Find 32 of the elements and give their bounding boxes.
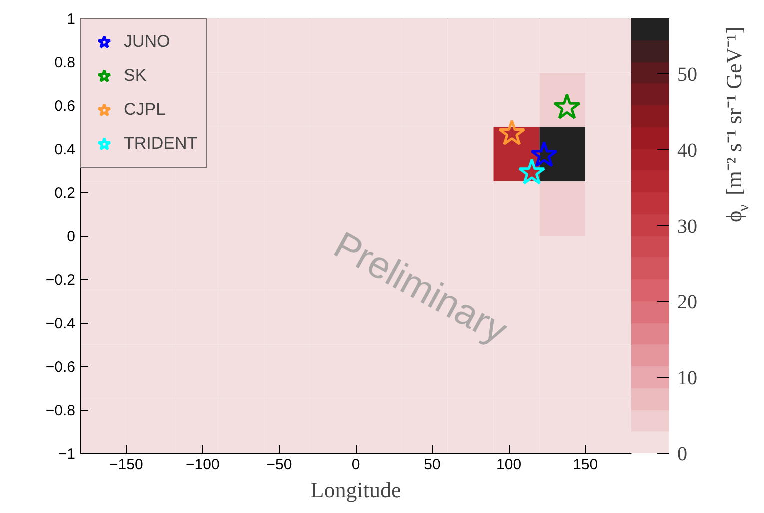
- y-tick-label: 0.2: [54, 185, 76, 202]
- legend-label: SK: [124, 65, 147, 87]
- y-tick-label: −0.6: [46, 359, 76, 376]
- color-bar-label: 50: [678, 64, 698, 86]
- x-tick-label: −50: [266, 456, 292, 474]
- color-bar-label: 20: [678, 292, 698, 314]
- x-tick-label: 50: [424, 456, 441, 474]
- color-bar-title: ϕν [m⁻² s⁻¹ sr⁻¹ GeV⁻¹]: [722, 26, 752, 222]
- legend-label: JUNO: [124, 31, 170, 53]
- legend-label: CJPL: [124, 99, 166, 121]
- x-tick-label: −150: [110, 456, 144, 474]
- color-bar-label: 10: [678, 368, 698, 390]
- x-tick-label: 0: [352, 456, 360, 474]
- y-tick-label: −0.2: [46, 272, 76, 289]
- x-tick-label: 100: [496, 456, 522, 474]
- x-tick-label: −100: [186, 456, 220, 474]
- y-tick-label: −0.8: [46, 402, 76, 420]
- y-tick-label: −0.4: [46, 316, 76, 332]
- point: [498, 120, 526, 146]
- color-bar-label: 30: [678, 216, 698, 238]
- y-tick-label: 1: [67, 11, 76, 28]
- y-tick-label: 0.8: [54, 54, 76, 72]
- y-tick-label: 0: [67, 228, 76, 246]
- point: [518, 158, 546, 185]
- legend-label: TRIDENT: [124, 133, 198, 155]
- x-tick-label: 150: [573, 456, 598, 474]
- y-tick-label: 0.6: [54, 98, 76, 115]
- y-tick-label: −1: [58, 446, 76, 463]
- color-bar-label: 40: [678, 140, 698, 162]
- point: [530, 141, 558, 168]
- x-axis-title: Longitude: [310, 478, 402, 502]
- y-tick-label: 0.4: [54, 142, 76, 158]
